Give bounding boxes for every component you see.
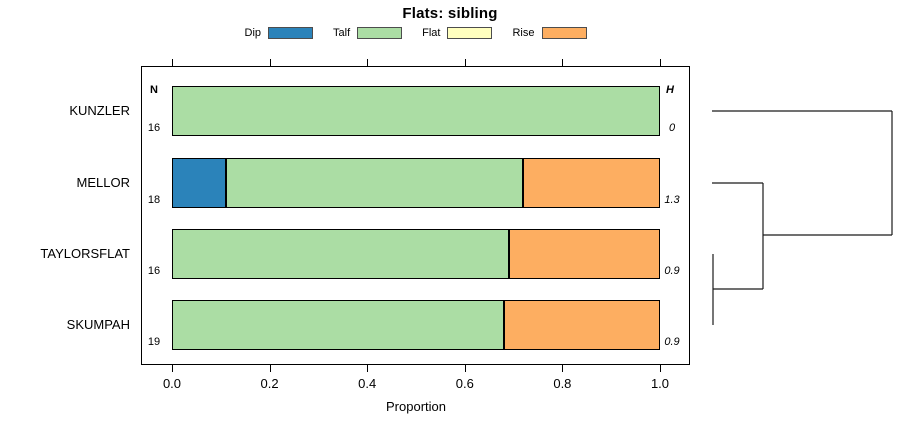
chart-title: Flats: sibling	[402, 5, 498, 22]
plot-box	[141, 66, 690, 365]
h-value: 1.3	[664, 194, 680, 206]
bar-row	[172, 86, 660, 136]
bar-segment-rise	[503, 300, 660, 350]
n-value: 19	[147, 336, 161, 348]
category-label: SKUMPAH	[66, 317, 130, 332]
legend-swatch	[447, 27, 493, 39]
bar-row	[172, 158, 660, 208]
axis-tick-label: 1.0	[650, 376, 670, 391]
bar-row	[172, 229, 660, 279]
legend-label: Talf	[333, 27, 351, 39]
axis-tick-bottom	[172, 365, 173, 372]
legend-swatch	[357, 27, 403, 39]
bar-row	[172, 300, 660, 350]
axis-tick-label: 0.0	[162, 376, 182, 391]
axis-tick-bottom	[269, 365, 271, 372]
legend-swatch	[541, 27, 587, 39]
x-axis-title: Proportion	[386, 399, 446, 414]
bar-segment-talf	[172, 86, 660, 136]
h-column-header: H	[666, 84, 674, 96]
legend-swatch	[268, 27, 314, 39]
legend-item: Flat	[422, 27, 493, 39]
category-label: TAYLORSFLAT	[40, 246, 130, 261]
n-value: 16	[147, 122, 161, 134]
axis-tick-top	[464, 59, 466, 66]
axis-tick-bottom	[464, 365, 466, 372]
bar-segment-rise	[523, 158, 660, 208]
axis-tick-top	[660, 59, 661, 66]
n-value: 16	[147, 265, 161, 277]
bar-segment-dip	[172, 158, 226, 208]
axis-tick-bottom	[660, 365, 661, 372]
axis-tick-top	[269, 59, 271, 66]
axis-tick-label: 0.6	[455, 376, 474, 391]
axis-tick-top	[367, 59, 369, 66]
h-value: 0.9	[664, 265, 680, 277]
n-value: 18	[147, 194, 161, 206]
legend-label: Flat	[422, 27, 441, 39]
n-column-header: N	[150, 84, 158, 96]
legend-item: Dip	[245, 27, 314, 39]
bar-segment-talf	[172, 229, 509, 279]
axis-tick-label: 0.2	[260, 376, 279, 391]
bar-segment-rise	[508, 229, 660, 279]
axis-tick-bottom	[367, 365, 369, 372]
legend-label: Rise	[512, 27, 535, 39]
legend-label: Dip	[244, 27, 262, 39]
axis-tick-label: 0.8	[553, 376, 572, 391]
h-value: 0.9	[664, 336, 680, 348]
legend-item: Rise	[512, 27, 587, 39]
category-label: KUNZLER	[69, 103, 130, 118]
legend-item: Talf	[333, 27, 403, 39]
bar-segment-talf	[225, 158, 524, 208]
axis-tick-top	[172, 59, 173, 66]
category-label: MELLOR	[76, 175, 130, 190]
bar-segment-talf	[172, 300, 504, 350]
h-value: 0	[668, 122, 676, 134]
axis-tick-bottom	[562, 365, 564, 372]
axis-tick-label: 0.4	[358, 376, 377, 391]
axis-tick-top	[562, 59, 564, 66]
legend: Dip Talf Flat Rise	[141, 25, 690, 41]
